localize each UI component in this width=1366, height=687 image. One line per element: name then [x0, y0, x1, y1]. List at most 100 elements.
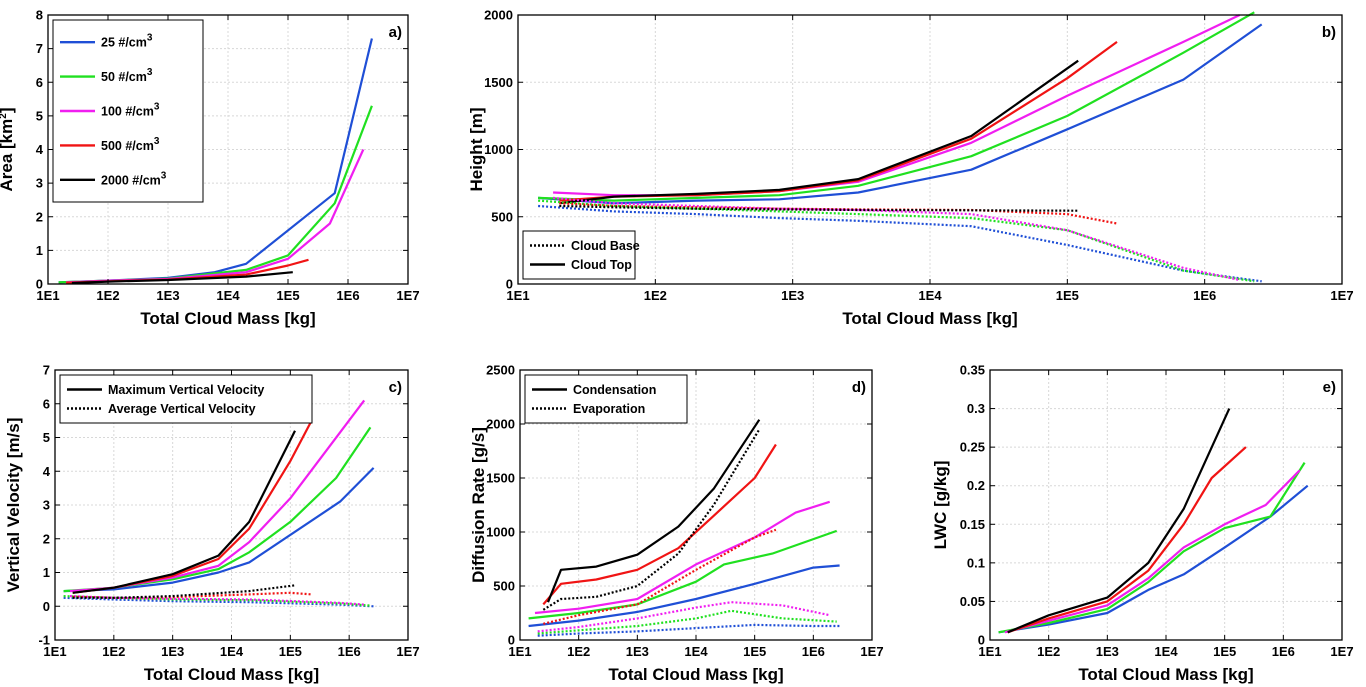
x-tick-label: 1E4	[220, 644, 244, 659]
series-line-25-cm-base	[538, 204, 1262, 283]
y-tick-label: 1500	[484, 75, 513, 90]
x-tick-label: 1E3	[781, 288, 804, 303]
x-tick-label: 1E5	[1213, 644, 1236, 659]
panel-c: 1E1 1E2 1E3 1E4 1E5 1E6 1E7 -1 0 1 2 3 4 5 6 7 Total Clo…	[4, 363, 420, 685]
series-line-50-cm-base	[538, 199, 1255, 283]
legend-label: Average Vertical Velocity	[108, 402, 256, 416]
series-line-25-cm-top	[538, 23, 1263, 205]
x-tick-label: 1E1	[506, 288, 529, 303]
x-tick-label: 1E7	[396, 288, 419, 303]
series-line-100-cm-base	[553, 196, 1240, 282]
series-line-25-cm-evap	[537, 623, 840, 637]
series-line-25-cm-max	[63, 467, 375, 593]
x-axis-label: Total Cloud Mass [kg]	[842, 309, 1017, 328]
x-axis-label: Total Cloud Mass [kg]	[608, 665, 783, 684]
series-line-100-cm-evap	[537, 601, 830, 633]
x-tick-label: 1E7	[860, 644, 883, 659]
y-axis-label: LWC [g/kg]	[931, 461, 950, 550]
y-tick-label: 0.2	[967, 478, 985, 493]
series-line-500-cm-cond	[542, 443, 777, 606]
panel-a: 1E1 1E2 1E3 1E4 1E5 1E6 1E7 0 1 2 3 4 5 6 7 8 Total Clou…	[0, 8, 420, 329]
y-tick-label: 0	[508, 633, 515, 648]
x-tick-label: 1E6	[336, 288, 359, 303]
x-tick-label: 1E2	[96, 288, 119, 303]
x-tick-label: 1E5	[743, 644, 766, 659]
legend-label: 50 #/cm3	[101, 67, 153, 84]
series-line-2000-cm-evap	[542, 428, 761, 611]
legend-label: Maximum Vertical Velocity	[108, 383, 264, 397]
y-tick-label: 2	[36, 209, 43, 224]
y-axis-label: Height [m]	[467, 107, 486, 191]
y-tick-label: 0.15	[960, 517, 985, 532]
series-line-25-cm-cond	[528, 564, 840, 628]
x-axis-label: Total Cloud Mass [kg]	[144, 665, 319, 684]
y-tick-label: 500	[491, 209, 513, 224]
y-tick-label: 3	[36, 176, 43, 191]
series-line-500-cm-avg	[72, 591, 312, 599]
x-tick-label: 1E3	[161, 644, 184, 659]
series-line-2000-cm-base	[559, 204, 1079, 212]
y-tick-label: 7	[43, 363, 50, 378]
x-tick-label: 1E4	[216, 288, 240, 303]
series-line-2000-cm-top	[559, 59, 1079, 205]
x-tick-label: 1E2	[644, 288, 667, 303]
series-line-2000-cm-max	[72, 430, 296, 594]
y-tick-label: 4	[36, 142, 44, 157]
y-tick-label: 2	[43, 531, 50, 546]
y-tick-label: 0.05	[960, 594, 985, 609]
y-tick-label: 500	[493, 579, 515, 594]
y-tick-label: 1500	[486, 471, 515, 486]
legend-label: Cloud Base	[571, 239, 640, 253]
y-tick-label: 1000	[484, 142, 513, 157]
legend: Condensation Evaporation	[524, 374, 688, 424]
series-line-50-cm-evap	[537, 609, 837, 635]
legend-label: Condensation	[573, 383, 656, 397]
legend: 25 #/cm3 50 #/cm3 100 #/cm3 500 #/cm3 2000 #…	[52, 19, 204, 203]
x-tick-label: 1E6	[338, 644, 361, 659]
legend-label: 500 #/cm3	[101, 136, 160, 153]
x-tick-label: 1E3	[626, 644, 649, 659]
panel-label: d)	[852, 379, 866, 396]
x-tick-label: 1E2	[1037, 644, 1060, 659]
x-tick-label: 1E7	[396, 644, 419, 659]
series-line-2000-cm-cond	[546, 419, 761, 603]
legend-label: 100 #/cm3	[101, 102, 160, 119]
x-tick-label: 1E3	[1096, 644, 1119, 659]
legend-box	[522, 230, 636, 280]
panel-b: 1E1 1E2 1E3 1E4 1E5 1E6 1E7 0 500 1000 1500 2000 Tot…	[467, 8, 1354, 329]
series-line-50-cm-top	[538, 11, 1255, 202]
y-tick-label: 8	[36, 8, 43, 23]
x-tick-label: 1E6	[1193, 288, 1216, 303]
legend-label: Cloud Top	[571, 258, 632, 272]
y-tick-label: 0	[36, 277, 43, 292]
legend-label: 25 #/cm3	[101, 33, 153, 50]
y-tick-label: 2000	[486, 417, 515, 432]
y-tick-label: 4	[43, 464, 51, 479]
y-tick-label: 0.35	[960, 363, 985, 378]
series-line-100-cm-cond	[534, 500, 831, 615]
y-tick-label: 3	[43, 498, 50, 513]
series-line-100-cm-	[1004, 469, 1301, 634]
series-line-500-cm-top	[559, 41, 1118, 202]
legend-box	[524, 374, 688, 424]
y-tick-label: 7	[36, 41, 43, 56]
series-line-2000-cm-	[1007, 408, 1231, 634]
y-axis-label: Vertical Velocity [m/s]	[4, 418, 23, 593]
panel-label: c)	[389, 379, 402, 396]
panel-d: 1E1 1E2 1E3 1E4 1E5 1E6 1E7 0 500 1000 1500 2000 250…	[469, 363, 884, 685]
y-tick-label: 0	[506, 277, 513, 292]
x-tick-label: 1E1	[43, 644, 66, 659]
legend-box	[59, 374, 313, 424]
y-tick-label: 2000	[484, 8, 513, 23]
y-tick-label: 2500	[486, 363, 515, 378]
series-line-2000-cm-avg	[72, 584, 296, 599]
series-line-25-cm-	[998, 484, 1309, 634]
series-line-50-cm-	[998, 462, 1306, 634]
x-tick-label: 1E2	[567, 644, 590, 659]
x-tick-label: 1E4	[918, 288, 942, 303]
y-tick-label: 0.25	[960, 440, 985, 455]
series-line-500-cm-base	[559, 202, 1118, 225]
x-tick-label: 1E7	[1330, 644, 1353, 659]
x-tick-label: 1E1	[978, 644, 1001, 659]
